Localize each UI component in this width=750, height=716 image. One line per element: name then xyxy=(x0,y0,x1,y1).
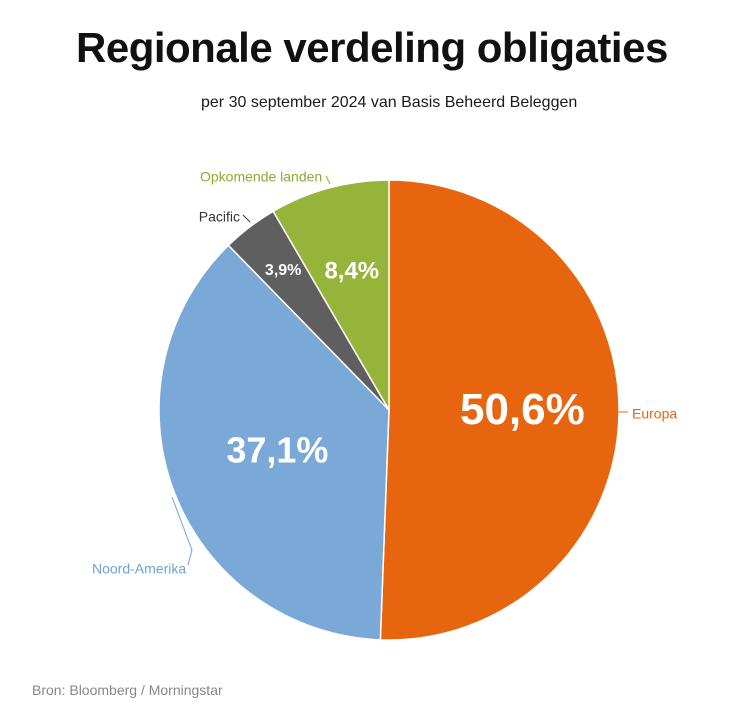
leader-lines xyxy=(171,175,628,566)
pie-slice-opkomende-landen xyxy=(272,179,390,413)
value-label-noord-amerika: 37,1% xyxy=(226,429,328,470)
pie-slices xyxy=(158,179,620,641)
value-label-pacific: 3,9% xyxy=(265,262,301,279)
pie-slice-noord-amerika xyxy=(158,244,390,641)
value-label-europa: 50,6% xyxy=(460,385,585,434)
source-note: Bron: Bloomberg / Morningstar xyxy=(32,682,223,698)
category-label-pacific: Pacific xyxy=(199,209,240,225)
chart-title: Regionale verdeling obligaties xyxy=(76,24,668,71)
leader-line-pacific xyxy=(242,214,251,223)
pie-slice-europa xyxy=(379,179,620,641)
category-label-noord-amerika: Noord-Amerika xyxy=(92,561,186,577)
value-label-opkomende-landen: 8,4% xyxy=(324,258,379,285)
leader-line-noord-amerika xyxy=(171,496,193,566)
chart-subtitle: per 30 september 2024 van Basis Beheerd … xyxy=(201,94,578,111)
leader-line-opkomende-landen xyxy=(325,175,331,185)
category-label-opkomende-landen: Opkomende landen xyxy=(200,169,322,185)
value-labels: 50,6% 37,1% 3,9% 8,4% xyxy=(226,258,584,471)
category-label-europa: Europa xyxy=(632,406,677,422)
category-labels: Europa Noord-Amerika Pacific Opkomende land… xyxy=(92,169,677,577)
